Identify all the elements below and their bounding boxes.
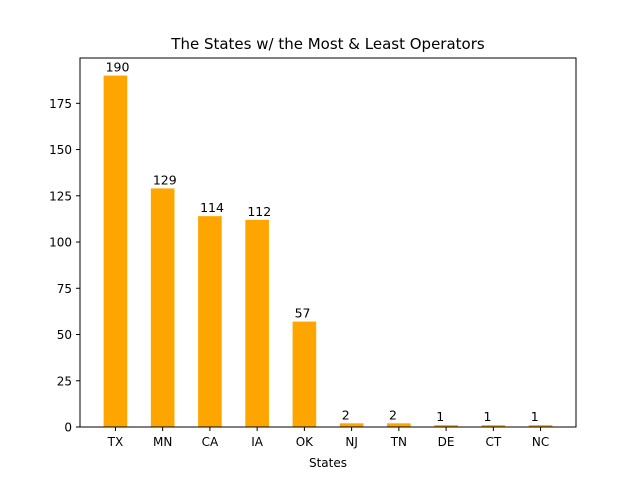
plot-frame bbox=[79, 57, 577, 428]
data-label-tn: 2 bbox=[389, 407, 397, 422]
x-tick-label-nj: NJ bbox=[345, 435, 358, 449]
bar-ia bbox=[245, 219, 269, 427]
chart-title: The States w/ the Most & Least Operators bbox=[170, 35, 485, 53]
bar-ct bbox=[481, 425, 506, 427]
x-tick-label-mn: MN bbox=[153, 435, 172, 449]
x-tick-label-ok: OK bbox=[296, 435, 314, 449]
bar-nc bbox=[528, 425, 553, 427]
y-tick-label-125: 125 bbox=[49, 189, 72, 203]
data-label-ca: 114 bbox=[200, 200, 224, 215]
bar-tx bbox=[103, 75, 128, 428]
x-tick-label-ia: IA bbox=[251, 435, 264, 449]
y-tick-label-50: 50 bbox=[57, 328, 72, 342]
data-label-ok: 57 bbox=[295, 306, 311, 321]
x-tick-label-ct: CT bbox=[485, 435, 501, 449]
bar-ca bbox=[198, 216, 222, 427]
bars-group bbox=[103, 75, 553, 428]
data-label-nc: 1 bbox=[531, 409, 539, 424]
y-tick-label-25: 25 bbox=[57, 374, 72, 388]
data-labels-group: 190 129 114 112 57 2 2 1 1 1 bbox=[106, 60, 539, 425]
bar-tn bbox=[387, 423, 411, 427]
x-axis: TX MN CA IA OK NJ TN DE CT NC bbox=[107, 427, 549, 449]
y-axis: 0 25 50 75 100 125 150 175 bbox=[49, 97, 80, 435]
x-tick-label-ca: CA bbox=[202, 435, 219, 449]
data-label-ct: 1 bbox=[484, 409, 492, 424]
y-tick-label-0: 0 bbox=[64, 421, 72, 435]
data-label-tx: 190 bbox=[106, 60, 130, 75]
data-label-ia: 112 bbox=[247, 204, 271, 219]
data-label-de: 1 bbox=[436, 409, 444, 424]
x-tick-label-de: DE bbox=[438, 435, 455, 449]
x-axis-label: States bbox=[309, 456, 347, 470]
y-tick-label-175: 175 bbox=[49, 97, 72, 111]
x-tick-label-tn: TN bbox=[390, 435, 407, 449]
x-tick-label-nc: NC bbox=[532, 435, 549, 449]
data-label-nj: 2 bbox=[342, 407, 350, 422]
x-tick-label-tx: TX bbox=[107, 435, 124, 449]
data-label-mn: 129 bbox=[153, 172, 177, 187]
bar-nj bbox=[339, 423, 364, 427]
y-tick-label-100: 100 bbox=[49, 236, 72, 250]
bar-mn bbox=[150, 188, 175, 427]
bar-ok bbox=[292, 321, 317, 427]
y-tick-label-150: 150 bbox=[49, 143, 72, 157]
y-tick-label-75: 75 bbox=[57, 282, 72, 296]
bar-de bbox=[434, 425, 458, 427]
